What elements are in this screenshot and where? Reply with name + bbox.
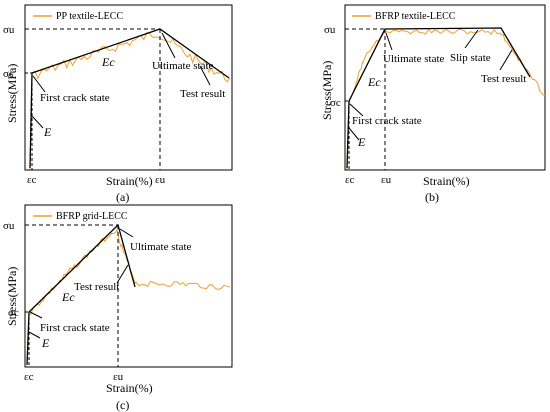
- panel-c-sigma-u: σu: [3, 220, 15, 232]
- panel-a: PP textile-LECC First crack state Ultima…: [3, 4, 233, 204]
- panel-c-model-line: [26, 223, 136, 366]
- panel-c-test-result-arrow: [116, 264, 129, 284]
- panel-b: BFRP textile-LECC Ultimate state Slip st…: [320, 4, 546, 204]
- panel-c-test-result-label: Test result: [74, 281, 119, 293]
- panel-c-xlabel: Strain(%): [106, 381, 153, 395]
- panel-a-frame: [24, 4, 233, 171]
- panel-c-first-crack-arrow: [29, 311, 43, 319]
- panel-b-slip-label: Slip state: [450, 52, 491, 64]
- panel-a-sigma-u: σu: [3, 24, 15, 36]
- panel-a-test-result-label: Test result: [180, 88, 225, 100]
- panel-c-ultimate-label: Ultimate state: [130, 241, 192, 253]
- panel-b-test-result-arrow: [499, 49, 513, 71]
- panel-c: BFRP grid-LECC Ultimate state Test resul…: [3, 204, 233, 412]
- panel-b-frame: [344, 4, 546, 171]
- panel-a-eps-c: εc: [27, 174, 37, 186]
- panel-b-slip-arrow: [464, 29, 479, 49]
- panel-c-eps-u: εu: [113, 371, 124, 383]
- panel-c-e-label: E: [41, 336, 50, 350]
- panel-a-xlabel: Strain(%): [106, 174, 153, 188]
- panel-b-xlabel: Strain(%): [423, 174, 470, 188]
- panel-b-sigma-u: σu: [324, 24, 336, 36]
- panel-c-frame: [24, 204, 233, 368]
- panel-b-e-arrow: [348, 127, 360, 141]
- panel-b-caption: (b): [425, 190, 439, 204]
- panel-b-e-label: E: [357, 135, 366, 149]
- panel-a-caption: (a): [116, 190, 129, 204]
- panel-a-e-label: E: [43, 125, 52, 139]
- panel-c-caption: (c): [116, 398, 129, 412]
- panel-b-legend-label: BFRP textile-LECC: [375, 11, 456, 22]
- panel-a-ylabel: Stress(MPa): [5, 64, 19, 123]
- panel-b-model-line: [346, 27, 531, 169]
- panel-b-test-series: [346, 28, 545, 170]
- panel-a-e-arrow: [31, 115, 44, 129]
- panel-b-eps-c: εc: [345, 174, 355, 186]
- panel-c-ylabel: Stress(MPa): [5, 267, 19, 326]
- panel-b-ylabel: Stress(MPa): [320, 61, 334, 120]
- panel-a-model-line: [29, 28, 230, 169]
- panel-c-eps-c: εc: [24, 371, 34, 383]
- panel-b-sigma-c: σc: [330, 97, 341, 109]
- panel-c-legend-label: BFRP grid-LECC: [56, 211, 128, 222]
- panel-c-ec-slope-label: Ec: [61, 290, 75, 304]
- panel-b-ultimate-arrow: [385, 32, 393, 51]
- panel-b-eps-u: εu: [381, 174, 392, 186]
- panel-a-legend-label: PP textile-LECC: [56, 11, 123, 22]
- panel-a-ultimate-label: Ultimate state: [152, 60, 214, 72]
- panel-c-ultimate-arrow: [119, 228, 134, 238]
- panel-c-e-arrow: [28, 331, 41, 339]
- panel-a-first-crack-label: First crack state: [40, 92, 110, 104]
- panel-a-first-crack-arrow: [32, 75, 46, 93]
- panel-a-test-result-arrow: [199, 65, 211, 86]
- panel-a-sigma-c: σc: [3, 68, 14, 80]
- panel-c-first-crack-label: First crack state: [40, 322, 110, 334]
- panel-b-first-crack-arrow: [349, 103, 364, 117]
- panel-b-ultimate-label: Ultimate state: [383, 53, 445, 65]
- panel-a-ultimate-arrow: [161, 32, 176, 59]
- panel-b-test-result-label: Test result: [481, 73, 526, 85]
- panel-c-test-series: [26, 228, 231, 365]
- panel-c-sigma-c: σc: [8, 307, 19, 319]
- panel-b-first-crack-label: First crack state: [352, 115, 422, 127]
- panel-a-ec-slope-label: Ec: [101, 55, 115, 69]
- panel-b-ec-slope-label: Ec: [367, 75, 381, 89]
- panel-a-eps-u: εu: [155, 174, 166, 186]
